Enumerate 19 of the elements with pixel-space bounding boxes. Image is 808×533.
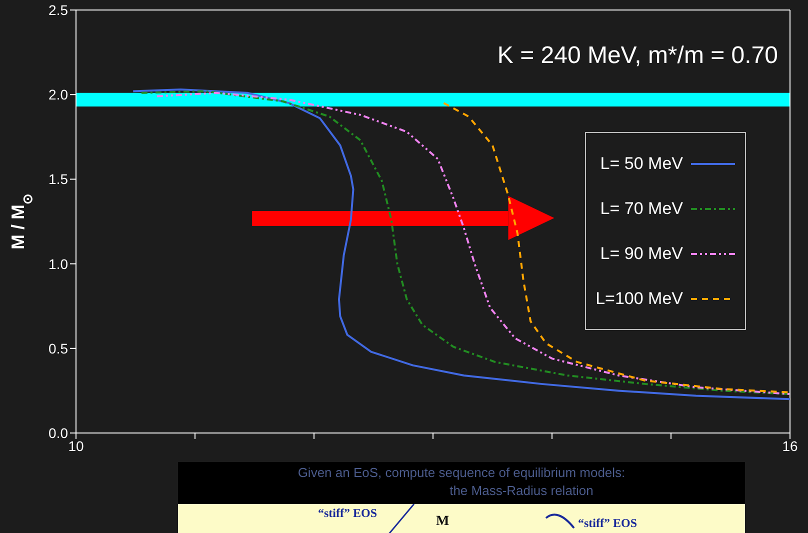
annotation: K = 240 MeV, m*/m = 0.70 [497, 42, 778, 70]
y-tick-label: 2.5 [48, 2, 68, 18]
y-tick-label: 1.5 [48, 171, 68, 188]
text: M [436, 514, 450, 530]
x-tick-label: 10 [68, 438, 84, 454]
legend-label: L= 50 MeV [600, 154, 683, 174]
y-tick-label: 0.0 [48, 424, 68, 441]
legend-label: L= 90 MeV [600, 244, 683, 264]
text: “stiff” EOS [578, 516, 638, 531]
line-series [442, 102, 790, 394]
text: Given an EoS, compute sequence of equilibrium models: [296, 464, 626, 482]
x-tick-label: 16 [782, 438, 798, 454]
legend-label: L= 70 MeV [600, 198, 683, 218]
legend-label: L=100 MeV [596, 288, 683, 308]
y-tick-label: 1.0 [48, 256, 68, 272]
y-tick-label: 0.5 [48, 340, 68, 356]
text: “stiff” EOS [318, 506, 378, 521]
text: the Mass-Radius relation [448, 482, 594, 500]
y-tick-label: 2.0 [48, 86, 68, 103]
